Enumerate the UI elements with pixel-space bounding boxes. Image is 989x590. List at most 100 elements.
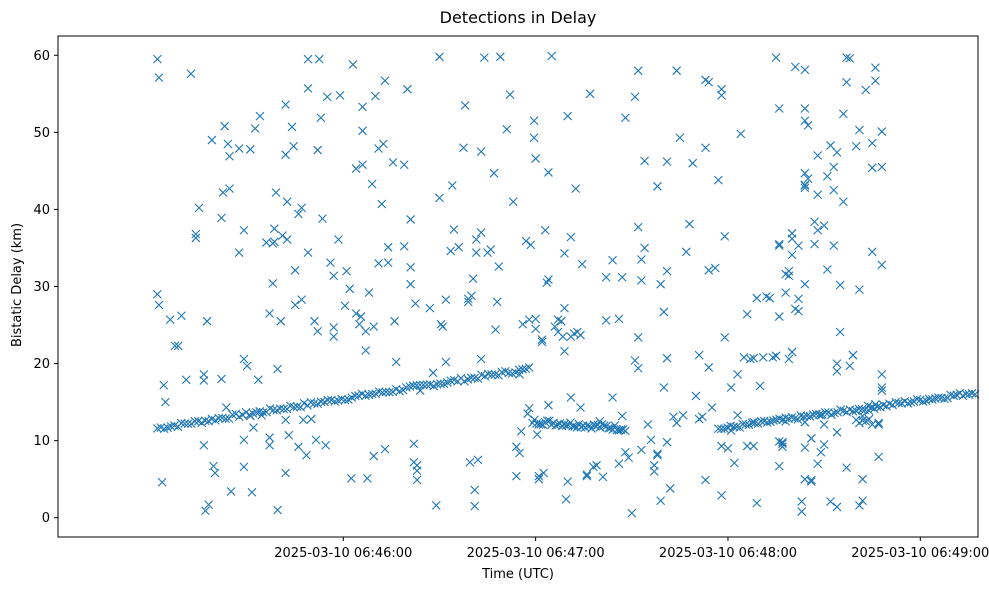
data-point xyxy=(787,228,797,238)
data-point xyxy=(832,147,842,157)
data-point xyxy=(874,420,884,429)
data-point xyxy=(362,474,372,483)
data-point xyxy=(239,435,249,445)
data-point xyxy=(345,284,355,294)
data-point xyxy=(717,490,726,500)
data-point xyxy=(797,507,807,516)
data-point xyxy=(276,316,286,326)
data-point xyxy=(152,423,162,433)
data-point xyxy=(354,319,364,329)
x-tick-label: 2025-03-10 06:49:00 xyxy=(851,546,989,561)
data-point xyxy=(822,171,832,181)
data-point xyxy=(322,92,332,102)
data-point xyxy=(239,354,249,364)
data-point xyxy=(697,412,707,422)
data-point xyxy=(449,225,459,234)
data-point xyxy=(516,427,526,436)
data-point xyxy=(436,379,445,389)
data-point xyxy=(419,380,428,390)
data-point xyxy=(154,73,164,83)
data-point xyxy=(342,266,351,276)
data-point xyxy=(601,316,611,325)
data-point xyxy=(829,241,839,251)
data-point xyxy=(858,496,867,506)
data-point xyxy=(838,197,848,207)
data-point xyxy=(157,477,167,487)
data-point xyxy=(662,437,672,447)
data-point xyxy=(340,301,350,311)
data-point xyxy=(518,364,527,374)
data-point xyxy=(217,374,226,384)
data-point xyxy=(297,203,307,213)
data-point xyxy=(425,303,435,313)
data-point xyxy=(537,335,547,345)
data-point xyxy=(726,383,736,392)
data-point xyxy=(867,247,877,257)
data-point xyxy=(794,241,803,251)
data-point xyxy=(388,158,398,167)
data-point xyxy=(874,452,884,462)
data-point xyxy=(806,477,816,486)
data-point xyxy=(374,258,383,268)
data-point xyxy=(877,127,887,136)
data-point xyxy=(337,394,346,404)
data-point xyxy=(781,288,791,298)
data-point xyxy=(637,275,646,285)
data-point xyxy=(577,259,587,269)
data-point xyxy=(842,463,851,473)
plot-area xyxy=(152,51,980,518)
data-point xyxy=(183,419,193,429)
data-point xyxy=(411,299,420,308)
data-point xyxy=(949,391,959,401)
data-point xyxy=(800,116,810,126)
data-point xyxy=(432,379,442,389)
data-point xyxy=(199,440,209,450)
data-point xyxy=(832,359,842,368)
x-axis-label: Time (UTC) xyxy=(481,567,554,582)
data-point xyxy=(531,154,541,163)
data-point xyxy=(877,383,887,392)
data-point xyxy=(314,54,324,64)
data-point xyxy=(281,100,290,109)
data-point xyxy=(334,235,343,244)
data-point xyxy=(741,420,751,429)
data-point xyxy=(536,419,546,429)
data-point xyxy=(369,322,379,331)
data-point xyxy=(918,397,928,406)
data-point xyxy=(790,62,800,72)
data-point xyxy=(521,236,531,246)
data-point xyxy=(415,386,425,395)
y-axis-label: Bistatic Delay (km) xyxy=(10,223,25,347)
data-point xyxy=(369,451,379,461)
data-point xyxy=(582,470,592,479)
data-point xyxy=(173,341,183,351)
data-point xyxy=(239,462,249,472)
data-point xyxy=(487,370,497,380)
data-point xyxy=(470,501,480,511)
data-point xyxy=(316,397,326,407)
data-point xyxy=(800,183,810,193)
data-point xyxy=(356,312,366,321)
data-point xyxy=(199,376,209,385)
data-point xyxy=(733,369,742,379)
data-point xyxy=(624,453,633,462)
data-point xyxy=(515,448,524,458)
data-point xyxy=(556,316,566,326)
data-point xyxy=(829,185,839,195)
data-point xyxy=(816,410,826,420)
data-point xyxy=(245,144,255,154)
data-point xyxy=(903,398,913,408)
data-point xyxy=(152,289,162,299)
data-point xyxy=(273,505,282,515)
data-point xyxy=(495,52,505,62)
data-point xyxy=(265,309,274,318)
data-point xyxy=(191,229,201,239)
data-point xyxy=(598,472,608,482)
data-point xyxy=(381,387,391,397)
data-point xyxy=(258,407,268,417)
data-point xyxy=(234,144,244,153)
data-point xyxy=(810,239,819,249)
data-point xyxy=(720,424,729,434)
data-point xyxy=(221,403,231,412)
data-point xyxy=(701,475,710,485)
